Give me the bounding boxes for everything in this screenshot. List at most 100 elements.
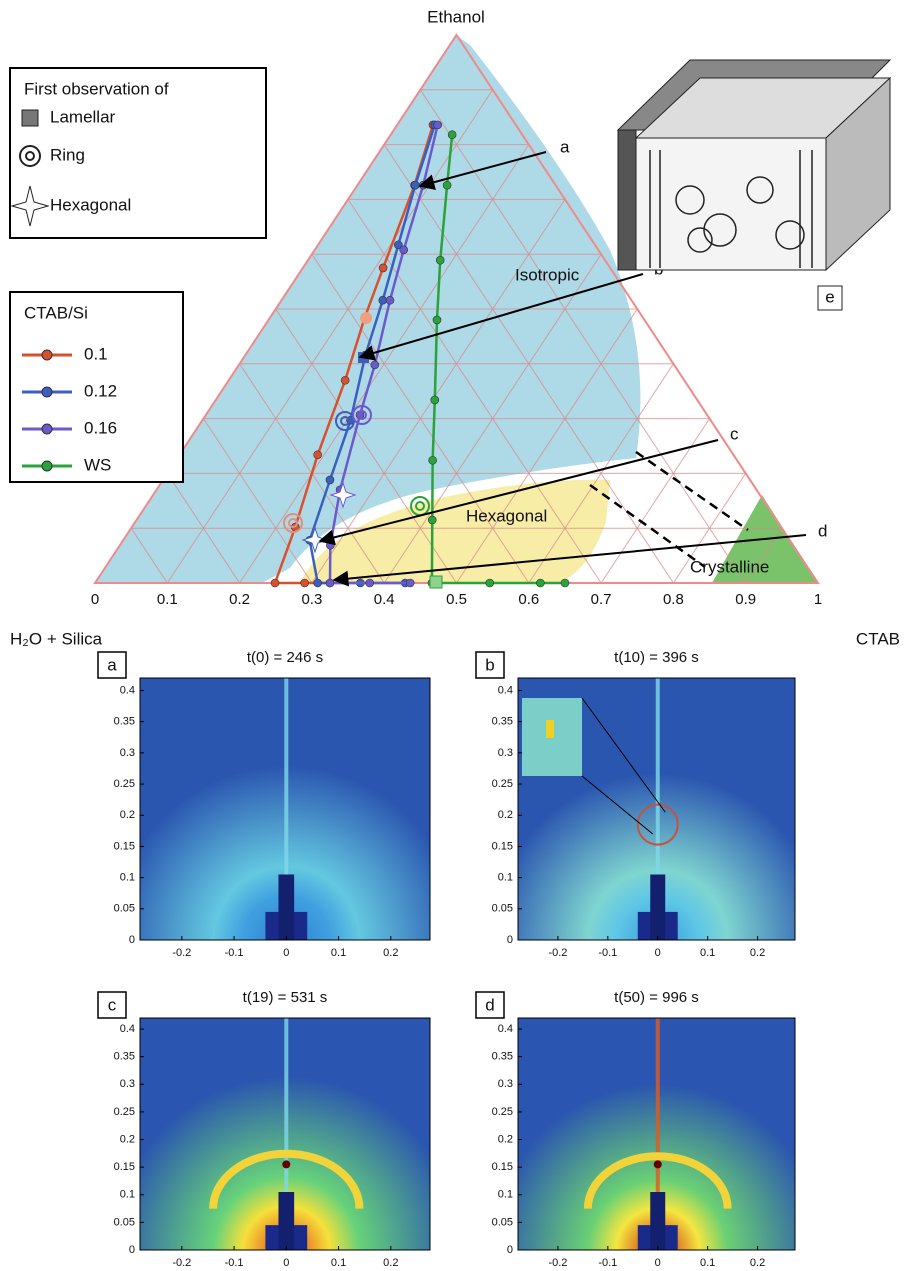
y-tick-label: 0.1 xyxy=(498,872,513,884)
x-tick-label: 0 xyxy=(283,1257,289,1266)
x-tick-label: 0.2 xyxy=(750,1257,765,1266)
data-point xyxy=(429,456,437,464)
y-tick-label: 0 xyxy=(129,1244,135,1256)
x-tick-label: -0.1 xyxy=(225,1257,244,1266)
axis-tick-label: 0 xyxy=(91,591,99,608)
beamstop xyxy=(278,1192,294,1250)
legend-item: 0.16 xyxy=(84,418,117,437)
x-tick-label: 0.1 xyxy=(700,1257,715,1266)
axis-tick-label: 0.8 xyxy=(663,591,684,608)
observation-legend: First observation of Lamellar Ring Hexag… xyxy=(10,68,266,238)
data-point xyxy=(436,256,444,264)
x-tick-label: -0.1 xyxy=(598,1257,617,1266)
region-label: Crystalline xyxy=(690,557,769,576)
x-tick-label: 0 xyxy=(655,947,661,959)
y-tick-label: 0.05 xyxy=(492,903,513,915)
data-point xyxy=(341,376,349,384)
y-tick-label: 0.35 xyxy=(492,716,513,728)
y-tick-label: 0.2 xyxy=(498,809,513,821)
beamstop xyxy=(650,1192,665,1250)
figure: 00.10.20.30.40.50.60.70.80.91 a b c d Is… xyxy=(0,0,909,1266)
y-tick-label: 0.35 xyxy=(114,716,135,728)
y-tick-label: 0.3 xyxy=(498,1078,513,1090)
y-tick-label: 0.25 xyxy=(114,1106,135,1118)
bragg-spot xyxy=(282,1160,290,1168)
panel-label: b xyxy=(485,655,494,674)
data-point xyxy=(314,451,322,459)
data-point xyxy=(386,296,394,304)
legend-item: Ring xyxy=(50,145,85,164)
callout-label: d xyxy=(818,521,827,540)
data-point xyxy=(434,121,442,129)
data-point xyxy=(428,516,436,524)
data-point xyxy=(326,579,334,587)
x-tick-label: -0.2 xyxy=(172,1257,191,1266)
y-tick-label: 0.05 xyxy=(114,903,135,915)
y-tick-label: 0.15 xyxy=(492,1161,513,1173)
callout-label: a xyxy=(560,137,570,156)
data-point xyxy=(536,579,544,587)
data-point xyxy=(371,361,379,369)
data-point xyxy=(433,316,441,324)
y-tick-label: 0.25 xyxy=(492,778,513,790)
data-point xyxy=(561,579,569,587)
data-point xyxy=(406,579,414,587)
data-point xyxy=(379,264,387,272)
y-tick-label: 0.15 xyxy=(492,840,513,852)
axis-tick-label: 0.3 xyxy=(301,591,322,608)
y-tick-label: 0.4 xyxy=(498,684,513,696)
y-tick-label: 0.4 xyxy=(498,1023,513,1035)
x-tick-label: -0.2 xyxy=(548,947,567,959)
data-point xyxy=(431,396,439,404)
data-point xyxy=(443,181,451,189)
data-point xyxy=(486,579,494,587)
callout-label: c xyxy=(730,424,739,443)
legend-item: 0.1 xyxy=(84,344,108,363)
y-tick-label: 0.1 xyxy=(120,1189,135,1201)
x-tick-label: 0.2 xyxy=(383,1257,398,1266)
dashed-boundary xyxy=(636,452,748,530)
x-tick-label: 0.1 xyxy=(331,1257,346,1266)
y-tick-label: 0.2 xyxy=(120,809,135,821)
data-point xyxy=(326,476,334,484)
x-tick-label: -0.1 xyxy=(598,947,617,959)
x-tick-label: 0.1 xyxy=(331,947,346,959)
data-point xyxy=(326,541,334,549)
y-tick-label: 0.4 xyxy=(120,684,135,696)
data-point xyxy=(379,296,387,304)
y-tick-label: 0 xyxy=(507,1244,513,1256)
axis-tick-label: 0.2 xyxy=(229,591,250,608)
right-label: CTAB xyxy=(856,629,900,648)
inset-label: e xyxy=(825,287,834,306)
bragg-spot xyxy=(654,1160,662,1168)
panel-label: a xyxy=(107,655,117,674)
legend-swatch xyxy=(42,461,52,471)
axis-tick-label: 0.6 xyxy=(518,591,539,608)
panel-title: t(19) = 531 s xyxy=(243,989,328,1006)
y-tick-label: 0.1 xyxy=(498,1189,513,1201)
panel-title: t(50) = 996 s xyxy=(614,989,699,1006)
y-tick-label: 0 xyxy=(507,934,513,946)
beamstop xyxy=(278,875,294,941)
x-tick-label: 0.1 xyxy=(700,947,715,959)
axis-tick-label: 1 xyxy=(814,591,822,608)
legend-title: First observation of xyxy=(24,79,169,98)
y-tick-label: 0.2 xyxy=(498,1133,513,1145)
apex-label: Ethanol xyxy=(427,7,485,26)
panel-title: t(10) = 396 s xyxy=(614,649,699,666)
data-point xyxy=(411,181,419,189)
y-tick-label: 0 xyxy=(129,934,135,946)
legend-swatch xyxy=(42,424,52,434)
data-point xyxy=(400,246,408,254)
y-tick-label: 0.25 xyxy=(492,1106,513,1118)
zoom-spot xyxy=(546,720,554,738)
panel-label: d xyxy=(485,995,494,1014)
data-point xyxy=(301,579,309,587)
panel-title: t(0) = 246 s xyxy=(247,649,323,666)
x-tick-label: -0.1 xyxy=(225,947,244,959)
legend-title: CTAB/Si xyxy=(24,303,88,322)
y-tick-label: 0.1 xyxy=(120,872,135,884)
legend-item: 0.12 xyxy=(84,381,117,400)
axis-tick-label: 0.1 xyxy=(157,591,178,608)
